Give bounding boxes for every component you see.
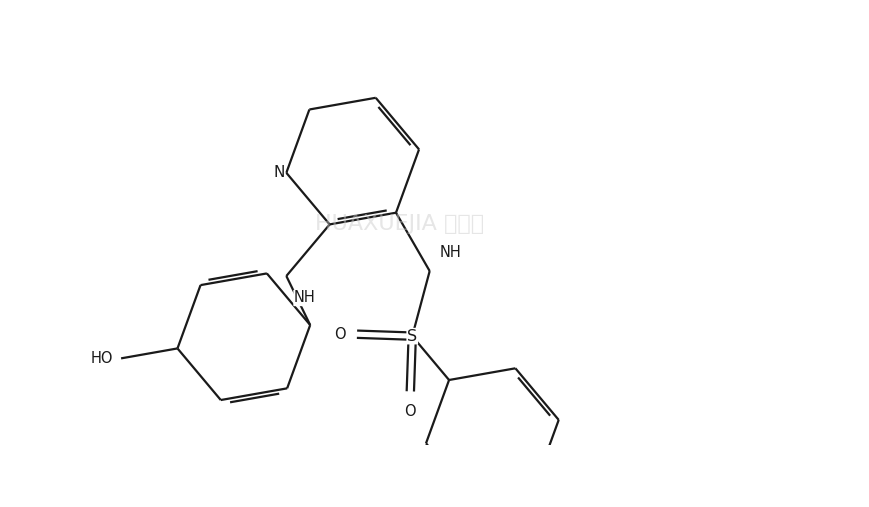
Text: S: S xyxy=(408,329,417,344)
Text: O: O xyxy=(334,327,346,342)
Text: O: O xyxy=(404,404,416,419)
Text: N: N xyxy=(273,165,284,180)
Text: NH: NH xyxy=(294,291,315,305)
Text: HUAXUEJIA 化学加: HUAXUEJIA 化学加 xyxy=(315,213,484,234)
Text: NH: NH xyxy=(440,244,461,260)
Text: HO: HO xyxy=(91,351,113,366)
